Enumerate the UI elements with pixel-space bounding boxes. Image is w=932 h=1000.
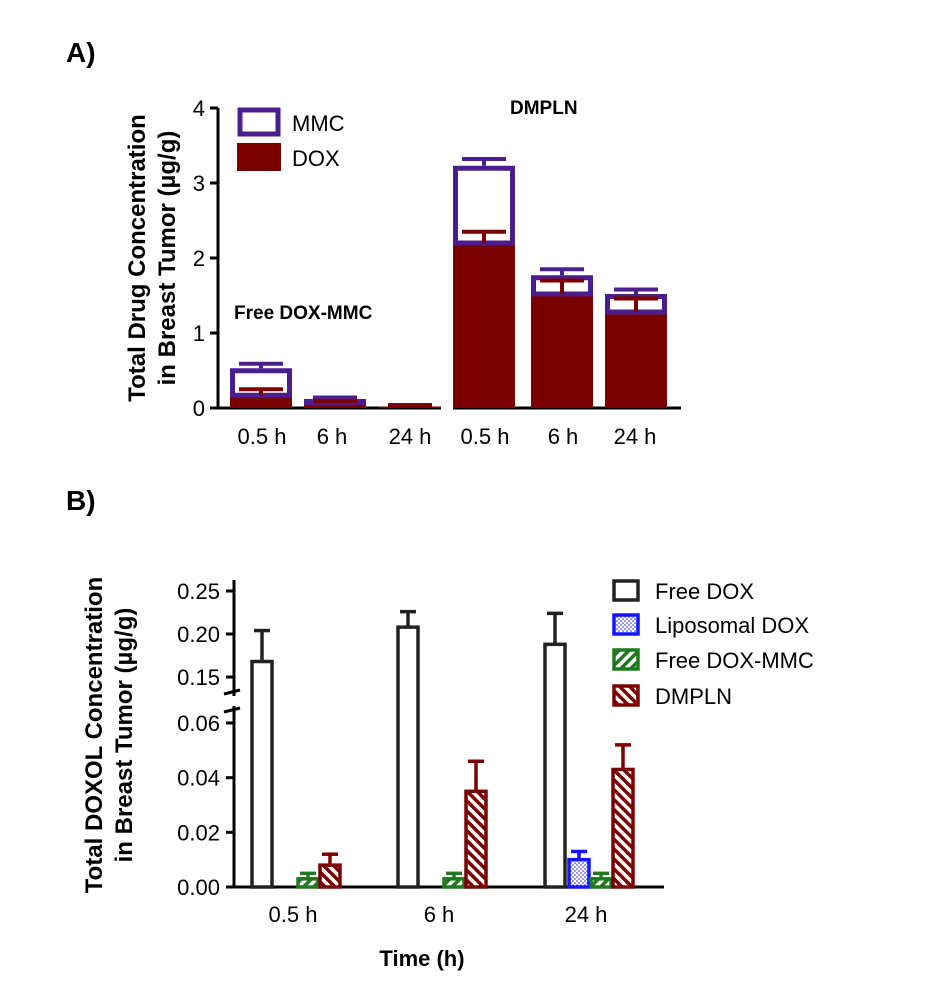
panel-a-chart: 0 1 2 3 4 0.5 h 6 h 24 h 0.5 h 6 h 24 h MMC DOX: [193, 96, 681, 449]
panel-b-ytick-label-upper: 0.15: [177, 665, 220, 690]
panel-b-bar-free-dox: [396, 625, 420, 889]
panel-b-ytick-label-lower: 0.02: [177, 820, 220, 845]
legend-a-mmc-label: MMC: [292, 111, 345, 136]
panel-b-ylabel-line1: Total DOXOL Concentration: [81, 577, 108, 893]
panel-a-x-label: 0.5 h: [238, 424, 287, 449]
panel-a-ytick-label: 0: [193, 396, 205, 421]
panel-a-x-label: 24 h: [614, 424, 657, 449]
panel-a-dox-bar: [605, 312, 667, 408]
panel-b-xlabel: Time (h): [379, 946, 464, 971]
panel-b-ytick-label-lower: 0.06: [177, 711, 220, 736]
panel-b-x-label: 24 h: [565, 902, 608, 927]
panel-b-bar-liposomal-dox: [567, 857, 591, 889]
legend-b-swatch-liposomal-dox: [612, 613, 640, 636]
panel-b-axis-break-top: [223, 688, 241, 696]
panel-a-ytick-label: 4: [193, 96, 205, 121]
panel-a-x-label: 0.5 h: [461, 424, 510, 449]
legend-b-swatch-free-dox-mmc: [612, 648, 640, 671]
panel-a-ytick-label: 3: [193, 171, 205, 196]
panel-b-bar-free-dox-mmc: [442, 877, 466, 889]
panel-a-group-label-free: Free DOX-MMC: [234, 303, 373, 324]
panel-b-bar-dmpln: [611, 767, 635, 889]
legend-a-dox-label: DOX: [292, 146, 340, 171]
panel-a-dox-bar: [230, 395, 292, 408]
panel-a-label: A): [66, 37, 96, 68]
panel-b-axis-break-bottom: [223, 706, 241, 714]
panel-b-bar-free-dox-mmc: [296, 877, 320, 889]
panel-a-ytick-label: 2: [193, 246, 205, 271]
legend-b-swatch-free-dox: [612, 579, 640, 602]
panel-b-x-label: 0.5 h: [269, 902, 318, 927]
panel-a-ytick-label: 1: [193, 321, 205, 346]
panel-b-ytick-label-lower: 0.04: [177, 766, 220, 791]
panel-b-bar-free-dox-mmc: [589, 877, 613, 889]
panel-a-dox-bar: [531, 294, 593, 408]
legend-b-label-free-dox: Free DOX: [655, 579, 754, 604]
legend-b-label-dmpln: DMPLN: [655, 684, 732, 709]
legend-a-dox-swatch: [237, 143, 281, 171]
panel-a-ylabel-line1: Total Drug Concentration: [124, 114, 151, 402]
panel-b-bar-dmpln: [318, 863, 342, 889]
panel-b-bar-free-dox: [250, 659, 274, 889]
panel-b-bar-dmpln: [464, 789, 488, 889]
panel-a-group-label-dmpln: DMPLN: [510, 98, 578, 119]
panel-b-chart: 0.15 0.20 0.25 0.00 0.02 0.04 0.06 0.5 h 6 h 24 h…: [177, 579, 814, 927]
panel-b-ylabel-line2: in Breast Tumor (µg/g): [111, 608, 138, 863]
panel-b-ytick-label-lower: 0.00: [177, 875, 220, 900]
panel-a-dox-bar: [304, 402, 366, 408]
panel-b-ytick-label-upper: 0.25: [177, 579, 220, 604]
legend-b-label-free-dox-mmc: Free DOX-MMC: [655, 648, 814, 673]
panel-a-dox-bar: [453, 243, 515, 408]
panel-b-ytick-label-upper: 0.20: [177, 622, 220, 647]
legend-b-swatch-dmpln: [612, 684, 640, 707]
panel-a-x-label: 24 h: [389, 424, 432, 449]
panel-b-bar-free-dox: [543, 642, 567, 889]
legend-a-mmc-swatch: [237, 107, 281, 137]
panel-a-x-label: 6 h: [548, 424, 579, 449]
panel-a-x-label: 6 h: [317, 424, 348, 449]
panel-b-label: B): [66, 485, 96, 516]
panel-b-x-label: 6 h: [424, 902, 455, 927]
legend-b-label-liposomal-dox: Liposomal DOX: [655, 613, 809, 638]
panel-a-ylabel-line2: in Breast Tumor (µg/g): [154, 131, 181, 386]
